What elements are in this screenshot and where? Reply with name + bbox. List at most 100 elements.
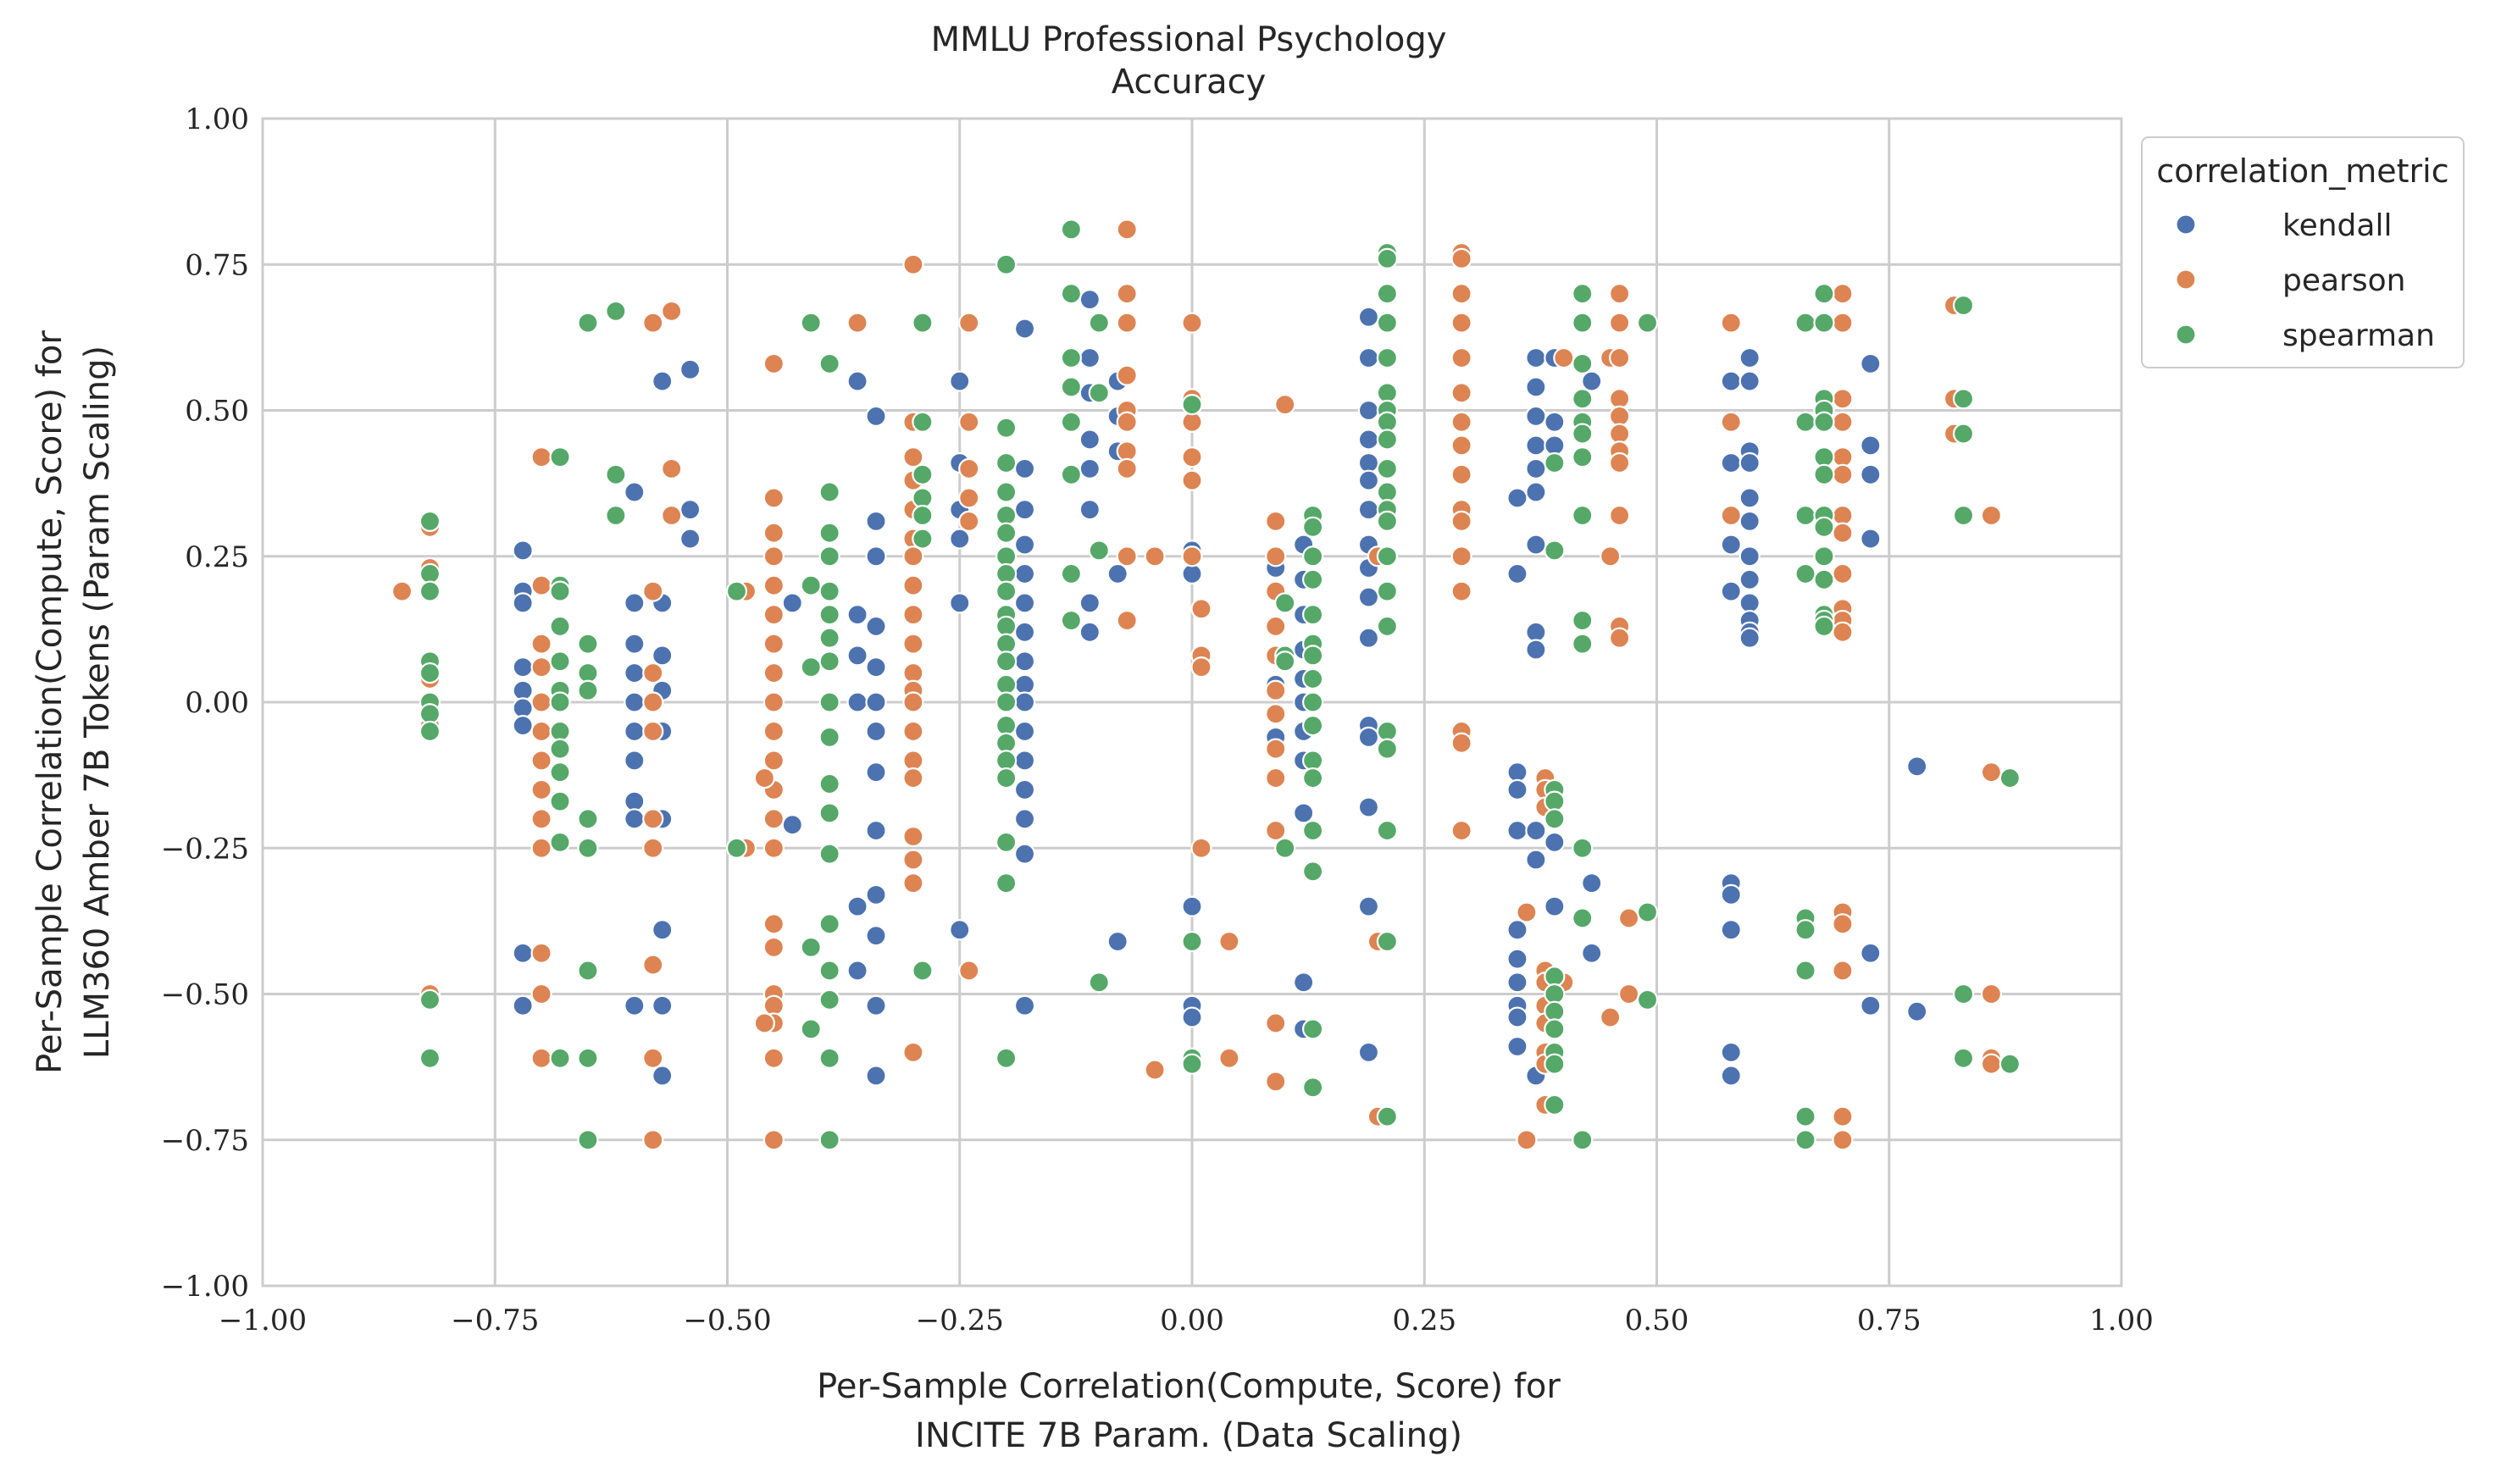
data-point-pearson <box>1450 545 1472 568</box>
data-point-spearman <box>912 487 934 509</box>
data-point-spearman <box>1376 247 1398 269</box>
series-spearman <box>419 219 2021 1151</box>
data-point-kendall <box>624 662 646 684</box>
data-point-pearson <box>1516 901 1538 923</box>
data-point-pearson <box>1450 732 1472 754</box>
data-point-spearman <box>995 714 1018 737</box>
data-point-kendall <box>652 919 674 941</box>
data-point-kendall <box>624 750 646 772</box>
data-point-pearson <box>1980 983 2003 1005</box>
data-point-pearson <box>1116 440 1138 462</box>
data-point-spearman <box>1572 837 1594 859</box>
data-point-kendall <box>1738 510 1761 533</box>
data-point-kendall <box>949 370 971 392</box>
data-point-kendall <box>1525 457 1547 480</box>
data-point-kendall <box>865 994 887 1016</box>
data-point-spearman <box>1376 429 1398 451</box>
data-point-spearman <box>1376 738 1398 760</box>
data-point-spearman <box>1544 451 1566 474</box>
data-point-spearman <box>549 738 571 760</box>
data-point-pearson <box>530 778 552 800</box>
data-point-spearman <box>1544 983 1566 1005</box>
data-point-pearson <box>1218 1047 1240 1069</box>
data-point-spearman <box>1572 633 1594 655</box>
data-point-spearman <box>1952 294 1975 317</box>
data-point-spearman <box>995 504 1018 527</box>
data-point-pearson <box>642 1047 664 1069</box>
data-point-kendall <box>1506 1035 1528 1058</box>
data-point-kendall <box>1720 580 1742 602</box>
legend-box <box>2141 136 2465 368</box>
data-point-pearson <box>1450 435 1472 457</box>
x-tick-label: 0.25 <box>1392 1304 1456 1337</box>
data-point-spearman <box>419 1047 441 1069</box>
data-point-spearman <box>818 651 840 673</box>
data-point-spearman <box>1302 767 1324 789</box>
data-point-kendall <box>1506 948 1528 970</box>
data-point-spearman <box>1794 1105 1816 1127</box>
data-point-kendall <box>624 720 646 743</box>
data-point-pearson <box>1265 679 1287 701</box>
chart-title: MMLU Professional Psychology <box>931 20 1447 59</box>
data-point-spearman <box>1376 580 1398 602</box>
data-point-spearman <box>1302 516 1324 538</box>
data-point-spearman <box>1813 411 1835 433</box>
data-point-spearman <box>818 580 840 602</box>
data-point-kendall <box>1013 318 1036 340</box>
y-tick-label: 0.25 <box>185 540 249 574</box>
data-point-pearson <box>1832 283 1854 305</box>
data-point-pearson <box>1450 382 1472 404</box>
plot-area-frame <box>261 117 2123 1287</box>
data-point-pearson <box>1144 1059 1166 1081</box>
data-point-kendall <box>1720 1041 1742 1064</box>
data-point-kendall <box>1738 592 1761 614</box>
data-point-kendall <box>1357 726 1380 748</box>
data-point-kendall <box>1738 627 1761 649</box>
data-point-spearman <box>818 627 840 649</box>
data-point-spearman <box>995 1047 1018 1069</box>
data-point-pearson <box>762 750 785 772</box>
data-point-kendall <box>865 924 887 947</box>
data-point-pearson <box>902 750 924 772</box>
data-point-kendall <box>1181 562 1203 585</box>
data-point-pearson <box>958 312 980 334</box>
data-point-kendall <box>1013 534 1036 556</box>
data-point-spearman <box>1544 1094 1566 1116</box>
data-point-spearman <box>577 808 599 830</box>
data-point-kendall <box>624 633 646 655</box>
data-point-pearson <box>1832 504 1854 527</box>
data-point-spearman <box>1302 714 1324 737</box>
data-point-kendall <box>1581 872 1603 894</box>
data-point-pearson <box>902 1041 924 1064</box>
data-point-pearson <box>1218 930 1240 953</box>
data-point-kendall <box>865 615 887 638</box>
data-point-spearman <box>1794 312 1816 334</box>
data-point-kendall <box>1293 802 1315 824</box>
data-point-kendall <box>1860 942 1882 964</box>
data-point-kendall <box>1525 639 1547 661</box>
data-point-kendall <box>1860 435 1882 457</box>
data-point-pearson <box>902 825 924 848</box>
data-point-kendall <box>1506 1006 1528 1028</box>
data-point-pearson <box>1274 394 1296 416</box>
data-point-pearson <box>1609 405 1631 427</box>
data-point-pearson <box>1450 510 1472 533</box>
data-point-kendall <box>1738 568 1761 590</box>
data-point-kendall <box>1525 435 1547 457</box>
data-point-kendall <box>624 994 646 1016</box>
y-tick-label: −0.75 <box>161 1124 249 1158</box>
data-point-pearson <box>1265 703 1287 725</box>
data-point-pearson <box>1116 219 1138 241</box>
data-point-kendall <box>1079 288 1101 311</box>
data-point-spearman <box>419 562 441 585</box>
data-point-spearman <box>1088 972 1110 994</box>
y-tick-label: −0.25 <box>161 832 249 866</box>
data-point-spearman <box>912 960 934 982</box>
data-point-pearson <box>1832 1105 1854 1127</box>
data-point-spearman <box>1544 1000 1566 1022</box>
data-point-spearman <box>577 312 599 334</box>
data-point-kendall <box>865 720 887 743</box>
data-point-spearman <box>1302 604 1324 626</box>
data-point-pearson <box>1181 469 1203 491</box>
data-point-kendall <box>1357 451 1380 474</box>
